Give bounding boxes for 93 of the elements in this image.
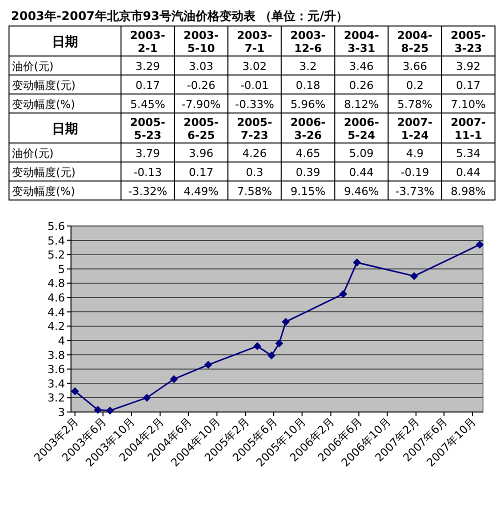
y-tick-label: 5.6 [48,220,65,233]
category-label: 2006-3-26 [290,116,326,142]
data-label: 3.2 [299,60,317,73]
text: 油价(元) [12,147,54,160]
data-label: 0.26 [349,79,374,92]
y-tick-label: 3.8 [48,348,65,362]
text: 2003年-2007年北京市93号汽油价格变动表 （单位：元/升） [11,9,348,23]
category-label: 2005-7-23 [236,116,272,142]
category-label: 2005-5-23 [130,116,166,142]
data-label: 5.96% [290,98,326,111]
data-label: 7.10% [450,98,486,111]
data-label: 5.09 [349,147,374,160]
point [170,375,178,384]
data-label: 0.44 [349,166,374,179]
point [70,387,79,396]
y-tick-label: 4.2 [48,320,65,334]
y-tick-label: 4.6 [48,292,65,305]
data-label: 3.29 [135,60,160,73]
data-label: 4.9 [406,147,424,160]
data-label: 9.46% [344,185,379,198]
data-label: -0.26 [186,79,216,92]
point [268,351,276,360]
data-label: 3.66 [402,60,428,73]
y-tick-label: 3 [58,406,65,419]
data-label: 3.92 [456,60,481,73]
data-label: 0.39 [296,166,320,179]
data-label: 8.98% [450,185,486,198]
y-tick-label: 5.2 [48,248,65,262]
data-label: -3.73% [395,185,434,198]
category-label: 2004-3-31 [344,29,380,55]
category-label: 2005-3-23 [450,29,486,55]
data-label: -7.90% [182,98,221,111]
data-label: -3.32% [128,185,168,198]
y-tick-label: 3.2 [48,392,65,405]
point [142,394,151,402]
point [352,258,361,266]
data-label: 4.65 [296,147,320,160]
point [106,406,114,415]
point [204,360,212,369]
text: 变动幅度(%) [12,185,76,198]
category-label: 2003-2-1 [130,29,166,55]
data-label: -0.19 [400,166,430,179]
data-label: 4.26 [242,147,267,160]
data-label: 0.2 [406,79,424,92]
data-label: 3.03 [188,60,214,73]
y-tick-label: 3.4 [48,377,65,390]
category-label: 2003-7-1 [236,29,272,55]
data-label: 3.79 [135,147,160,160]
category-label: 2005-6-25 [184,116,219,142]
data-label: -0.13 [133,166,162,179]
y-tick-label: 4.4 [48,306,65,319]
category-label: 2007-11-1 [450,116,486,142]
text: 油价(元) [12,60,54,73]
data-label: 7.58% [237,185,272,198]
y-tick-label: 4 [58,334,65,348]
y-tick-label: 5.4 [48,234,65,248]
category-label: 2004-8-25 [397,29,432,55]
category-label: 2003-5-10 [184,29,219,55]
category-label: 2006-5-24 [344,116,380,142]
data-label: 0.3 [246,166,264,179]
point [339,290,348,298]
point [410,272,418,280]
data-label: 4.49% [184,185,219,198]
point [253,342,262,350]
text: 日期 [52,122,78,137]
y-tick-label: 3.6 [48,363,65,376]
text: 日期 [52,35,78,50]
data-label: 0.44 [456,166,481,179]
category-label: 2003-12-6 [290,29,326,55]
data-label: 5.78% [397,98,432,111]
data-label: 5.45% [130,98,166,111]
point [282,318,290,326]
data-label: -0.01 [240,79,269,92]
data-label: 0.17 [135,79,160,92]
y-tick-label: 4.8 [48,277,65,290]
data-label: 3.96 [188,147,214,160]
text: 变动幅度(%) [12,98,76,111]
data-label: -0.33% [235,98,274,111]
data-label: 0.17 [188,166,214,179]
data-label: 8.12% [344,98,379,111]
data-label: 0.17 [456,79,481,92]
data-label: 3.02 [242,60,267,73]
text: 变动幅度(元) [12,79,76,92]
data-label: 5.34 [456,147,481,160]
point [476,240,484,249]
data-label: 9.15% [290,185,326,198]
point [275,339,284,348]
y-tick-label: 5 [58,262,65,276]
data-label: 3.46 [349,60,374,73]
point [94,406,102,414]
data-label: 0.18 [296,79,320,92]
text: 变动幅度(元) [12,166,76,179]
category-label: 2007-1-24 [397,116,432,142]
